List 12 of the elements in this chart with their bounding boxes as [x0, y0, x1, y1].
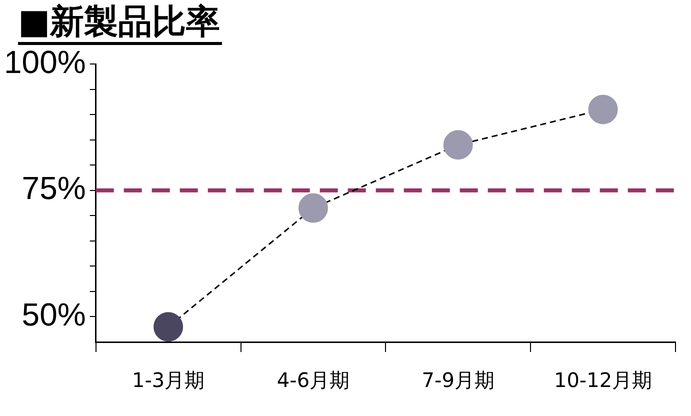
y-tick-label: 50% [22, 296, 86, 333]
x-tick-label: 1-3月期 [132, 368, 205, 392]
chart-title: ■新製品比率 [18, 2, 222, 45]
point [443, 130, 473, 160]
y-tick-label: 75% [22, 170, 86, 206]
point [588, 94, 618, 124]
point [154, 312, 184, 342]
x-tick-label: 4-6月期 [276, 368, 350, 392]
y-tick-label: 100% [4, 44, 86, 80]
x-tick-label: 7-9月期 [422, 368, 494, 392]
point [298, 193, 328, 223]
x-tick-label: 10-12月期 [554, 368, 652, 392]
